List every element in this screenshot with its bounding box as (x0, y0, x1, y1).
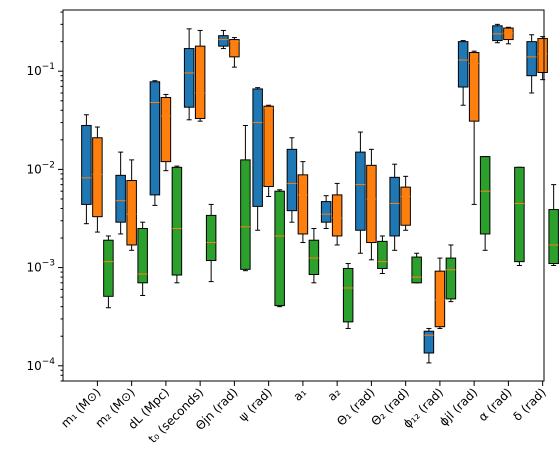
box-series-2-cat-8 (331, 182, 343, 246)
iqr-box (297, 174, 309, 235)
box-series-2-cat-7 (297, 161, 309, 244)
iqr-box (137, 228, 148, 284)
box-series-1-cat-6 (252, 87, 263, 231)
iqr-box (320, 201, 332, 223)
box-series-2-cat-5 (229, 37, 240, 68)
box-series-3-cat-11 (445, 244, 457, 303)
iqr-box (229, 39, 240, 58)
box-series-3-cat-8 (342, 263, 354, 329)
box-series-1-cat-10 (389, 163, 400, 251)
box-series-3-cat-1 (103, 235, 114, 309)
box-series-3-cat-4 (205, 203, 217, 283)
box-series-3-cat-13 (514, 166, 525, 267)
box-series-1-cat-7 (286, 137, 298, 223)
box-series-2-cat-4 (194, 29, 206, 122)
iqr-box (537, 38, 548, 73)
iqr-box (411, 256, 422, 284)
iqr-box (503, 27, 514, 41)
iqr-box (377, 240, 388, 269)
iqr-box (479, 156, 491, 235)
iqr-box (457, 41, 469, 88)
box-series-1-cat-4 (183, 28, 195, 121)
box-series-2-cat-11 (434, 257, 446, 329)
iqr-box (218, 35, 229, 47)
iqr-box (274, 190, 285, 307)
box-series-3-cat-10 (411, 252, 422, 284)
iqr-box (252, 88, 263, 207)
box-series-2-cat-10 (400, 175, 411, 231)
plot-area (81, 23, 559, 364)
iqr-box (183, 48, 195, 108)
box-series-1-cat-11 (423, 327, 435, 364)
box-series-1-cat-3 (149, 80, 161, 206)
iqr-box (331, 194, 343, 237)
iqr-box (115, 174, 126, 223)
iqr-box (423, 330, 435, 354)
iqr-box (308, 239, 320, 276)
iqr-box (81, 124, 92, 205)
iqr-box (492, 25, 503, 42)
box-series-3-cat-2 (137, 221, 148, 296)
box-series-1-cat-8 (320, 195, 332, 230)
box-series-1-cat-5 (218, 29, 229, 50)
box-series-2-cat-2 (126, 159, 137, 251)
iqr-box (126, 180, 137, 246)
box-series-3-cat-6 (274, 189, 285, 308)
box-series-1-cat-14 (526, 34, 537, 94)
iqr-box (389, 176, 400, 237)
iqr-box (194, 45, 206, 119)
box-series-1-cat-12 (457, 40, 469, 106)
iqr-box (171, 166, 183, 276)
box-series-1-cat-9 (355, 131, 366, 254)
box-series-2-cat-13 (503, 26, 514, 45)
box-series-1-cat-2 (115, 151, 126, 235)
box-series-2-cat-1 (92, 126, 103, 233)
iqr-box (263, 105, 274, 187)
box-series-2-cat-3 (160, 93, 172, 172)
box-series-3-cat-9 (377, 235, 388, 275)
iqr-box (514, 166, 525, 263)
box-series-3-cat-5 (240, 124, 251, 272)
iqr-box (103, 239, 114, 297)
iqr-box (160, 96, 172, 163)
box-series-3-cat-12 (479, 156, 491, 251)
iqr-box (342, 267, 354, 323)
iqr-box (468, 52, 480, 122)
iqr-box (400, 186, 411, 226)
iqr-box (434, 270, 446, 328)
iqr-box (526, 41, 537, 77)
iqr-box (355, 151, 366, 231)
iqr-box (205, 214, 217, 262)
box-series-3-cat-14 (548, 184, 559, 267)
iqr-box (240, 159, 251, 270)
iqr-box (548, 209, 559, 265)
iqr-box (286, 148, 298, 212)
box-series-2-cat-6 (263, 104, 274, 197)
iqr-box (149, 81, 161, 196)
box-series-2-cat-12 (468, 50, 480, 205)
iqr-box (366, 164, 377, 244)
box-series-3-cat-3 (171, 165, 183, 284)
axes-frame (62, 9, 545, 382)
box-series-1-cat-13 (492, 23, 503, 44)
iqr-box (445, 257, 457, 300)
box-series-3-cat-7 (308, 228, 320, 284)
box-series-1-cat-1 (81, 114, 92, 225)
iqr-box (92, 137, 103, 218)
box-series-2-cat-9 (366, 148, 377, 261)
